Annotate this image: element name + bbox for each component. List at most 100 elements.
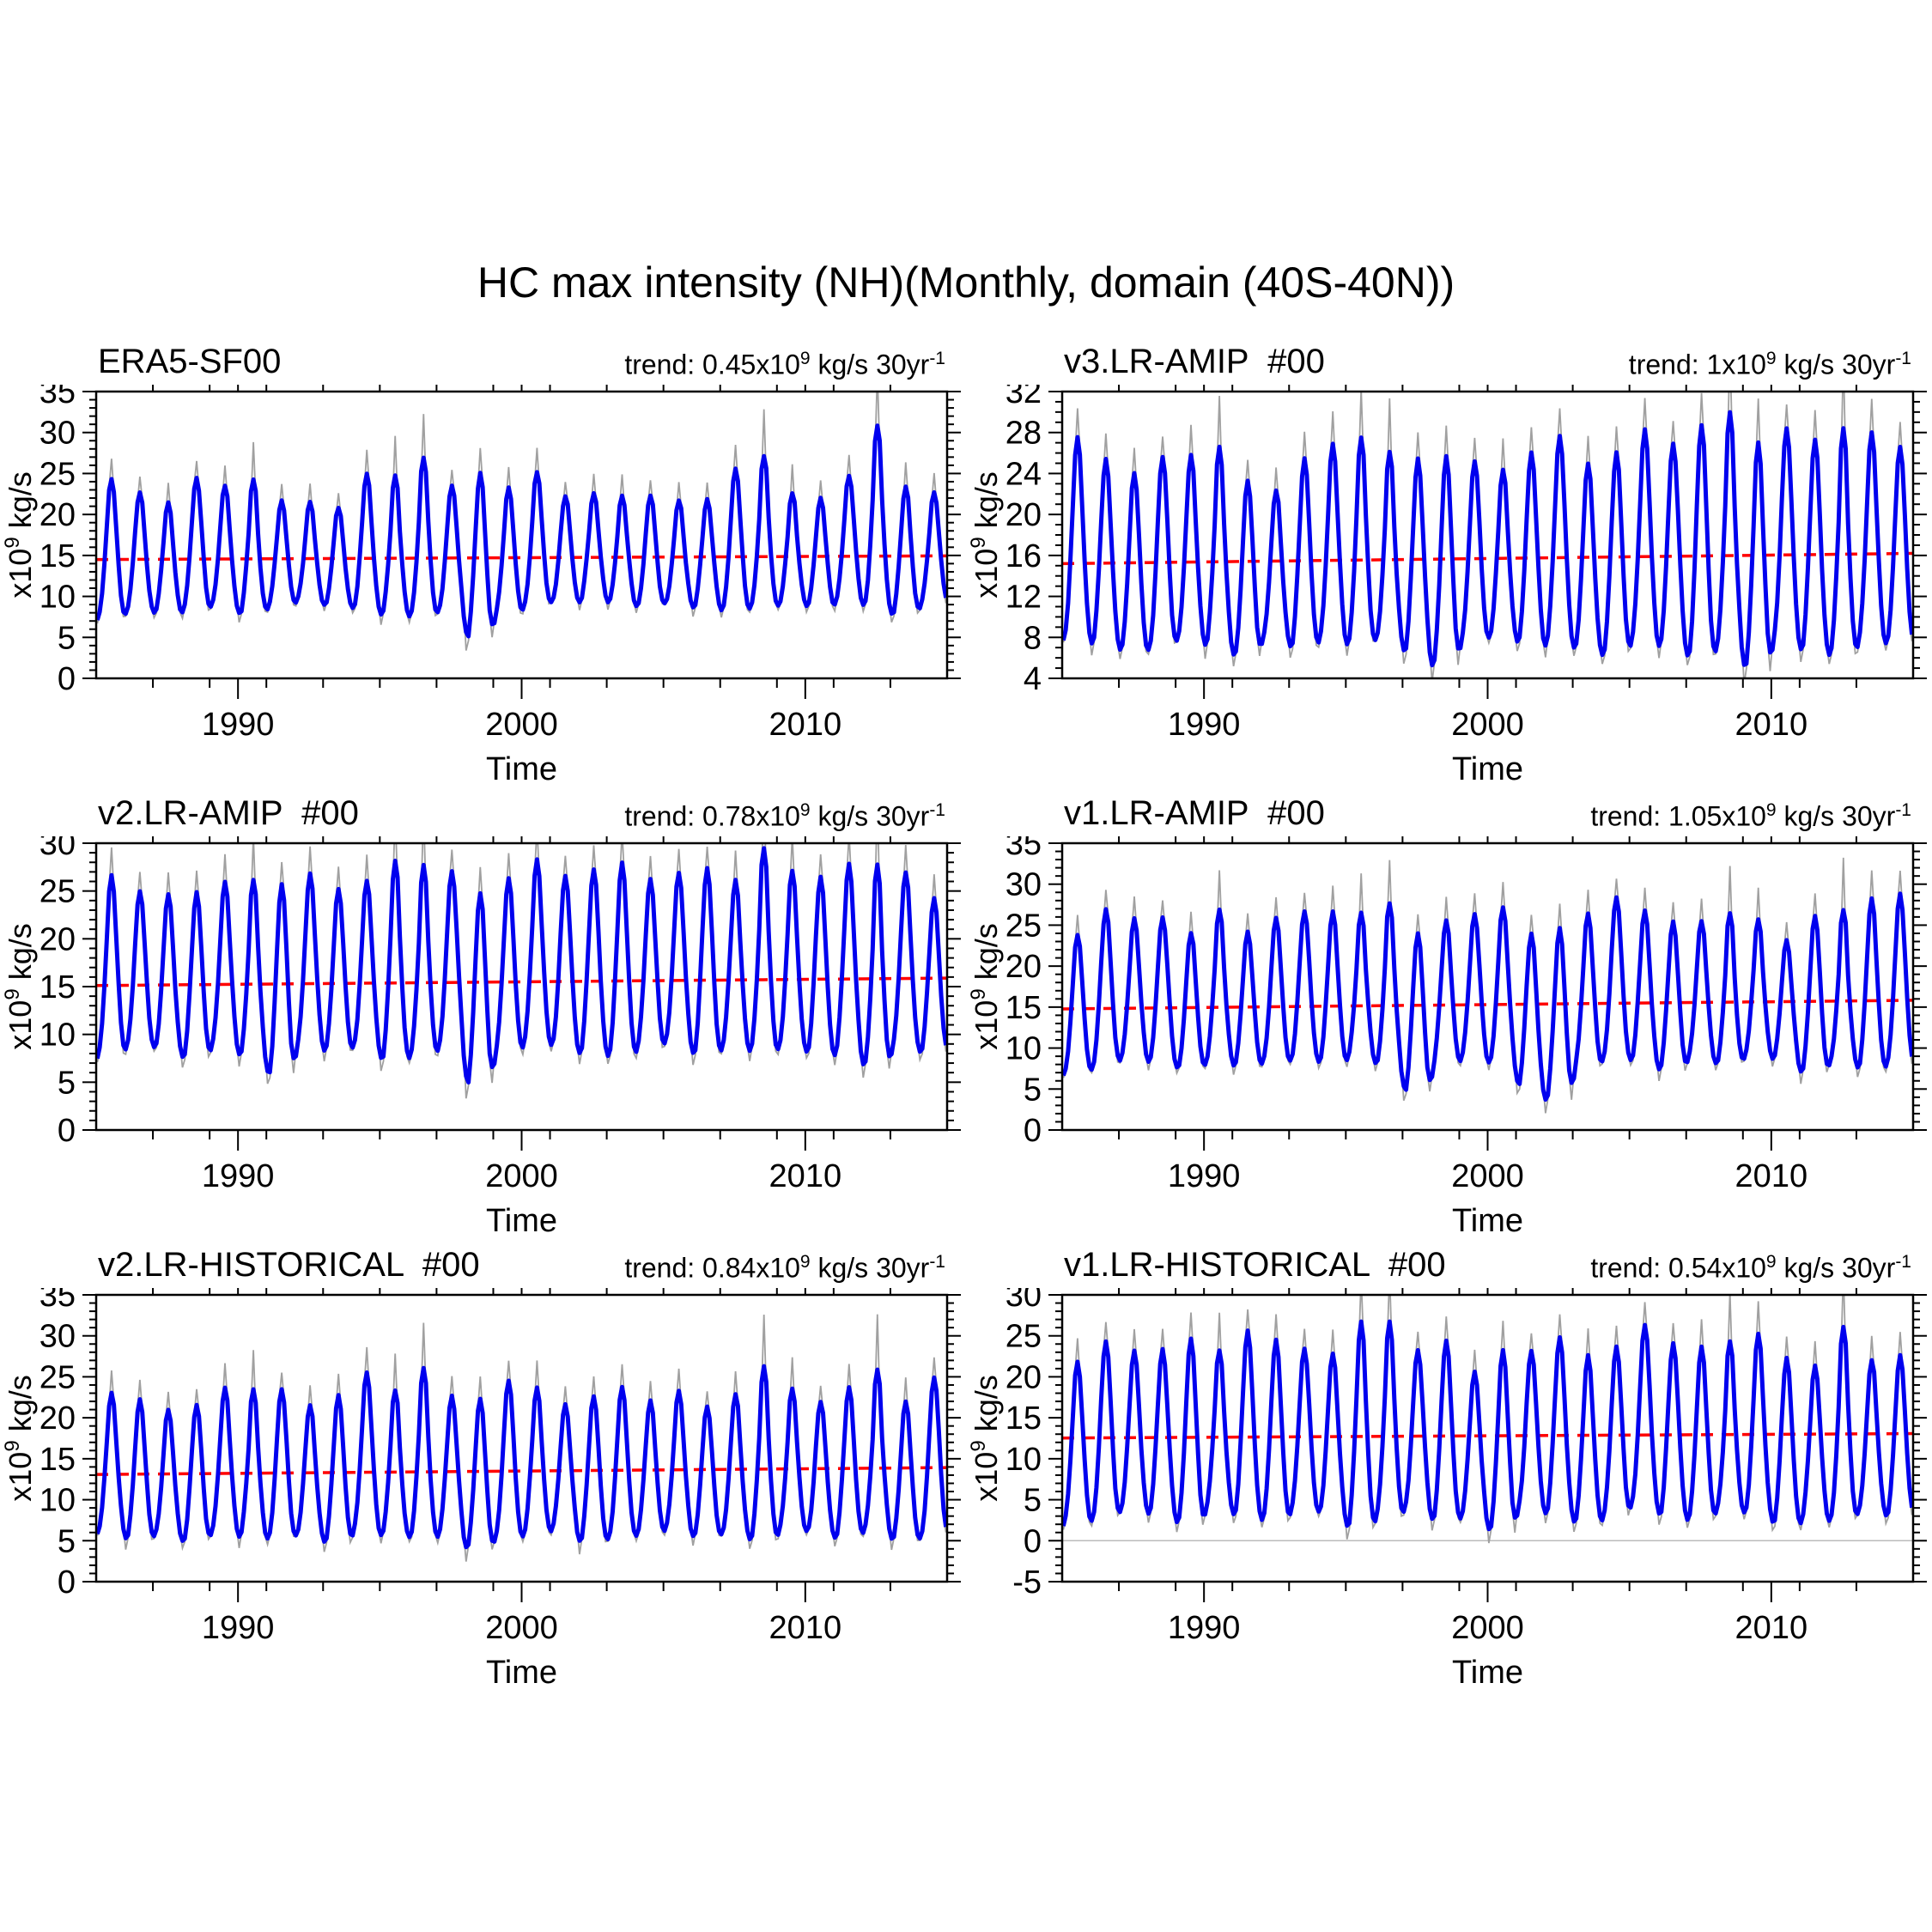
trend-line	[95, 976, 948, 987]
trend-exponent: -1	[1895, 800, 1911, 821]
svg-text:10: 10	[39, 580, 76, 616]
x-axis-label: Time	[486, 1203, 557, 1239]
svg-text:20: 20	[1005, 949, 1042, 985]
svg-text:15: 15	[1005, 990, 1042, 1026]
smoothed-series	[1062, 1319, 1913, 1532]
y-axis-label: x109 kg/s	[1, 471, 38, 598]
trend-exponent: 9	[1765, 800, 1777, 821]
x-tick-labels: 1990 2000 2010	[202, 1158, 841, 1194]
svg-text:1990: 1990	[1168, 707, 1241, 743]
trend-exponent: 9	[799, 1252, 811, 1273]
svg-text:2010: 2010	[1735, 707, 1808, 743]
svg-text:15: 15	[39, 969, 76, 1005]
svg-text:0: 0	[1024, 1523, 1042, 1559]
trend-exponent: 9	[799, 800, 811, 821]
panel-title: v2.LR-AMIP #00	[98, 794, 359, 832]
y-ticks	[82, 391, 961, 679]
y-axis-label: x109 kg/s	[967, 1375, 1004, 1501]
svg-text:25: 25	[1005, 908, 1042, 944]
y-axis-label: x109 kg/s	[1, 923, 38, 1049]
trend-text: kg/s 30yr	[810, 1253, 930, 1284]
trend-text: kg/s 30yr	[810, 801, 930, 832]
svg-text:35: 35	[39, 1288, 76, 1314]
plot-era5-sf00: 0 5 10 15 20 25 30 35 1990 2000 2010 x109 kg/s Time	[1, 385, 961, 787]
x-ticks	[1118, 385, 1857, 699]
y-ticks	[1048, 391, 1927, 679]
trend-exponent: -1	[1895, 349, 1911, 369]
panel-title: v1.LR-AMIP #00	[1064, 794, 1325, 832]
x-axis-label: Time	[1452, 1203, 1523, 1239]
svg-text:2000: 2000	[1451, 1158, 1524, 1194]
svg-text:1990: 1990	[202, 1610, 275, 1646]
svg-text:0: 0	[1024, 1113, 1042, 1149]
trend-text: kg/s 30yr	[1776, 1253, 1896, 1284]
svg-text:1990: 1990	[202, 707, 275, 743]
y-ticks	[82, 842, 961, 1131]
panel-trend-label: trend: 0.45x109 kg/s 30yr-1	[624, 349, 945, 381]
y-axis-label: x109 kg/s	[1, 1375, 38, 1501]
svg-text:25: 25	[1005, 1319, 1042, 1355]
trend-line	[1061, 551, 1914, 566]
svg-text:2010: 2010	[769, 1158, 842, 1194]
trend-text: trend: 0.84x10	[624, 1253, 800, 1284]
plot-frame	[94, 390, 949, 680]
svg-text:0: 0	[58, 1564, 76, 1601]
svg-text:2000: 2000	[485, 1610, 558, 1646]
svg-text:2000: 2000	[485, 1158, 558, 1194]
svg-text:2010: 2010	[769, 1610, 842, 1646]
panel-title: v1.LR-HISTORICAL #00	[1064, 1246, 1446, 1284]
raw-series	[96, 843, 947, 1099]
trend-exponent: 9	[799, 349, 811, 369]
trend-exponent: -1	[929, 800, 945, 821]
svg-text:30: 30	[1005, 1288, 1042, 1314]
trend-exponent: 9	[1765, 1252, 1777, 1273]
svg-text:30: 30	[1005, 867, 1042, 903]
svg-text:0: 0	[58, 661, 76, 697]
y-tick-labels: 0 5 10 15 20 25 30 35	[1005, 836, 1042, 1149]
smoothed-series	[1062, 410, 1913, 668]
panel-cell-v1-lr-historical: v1.LR-HISTORICAL #00 trend: 0.54x109 kg/…	[966, 1240, 1932, 1692]
svg-text:0: 0	[58, 1113, 76, 1149]
trend-line	[95, 1466, 948, 1476]
x-tick-labels: 1990 2000 2010	[1168, 707, 1807, 743]
svg-text:20: 20	[1005, 497, 1042, 533]
raw-series	[1062, 857, 1913, 1114]
plot-v1-lr-amip: 0 5 10 15 20 25 30 35 1990 2000 2010 x109 kg/s Time	[967, 836, 1927, 1239]
svg-text:2010: 2010	[769, 707, 842, 743]
svg-text:10: 10	[39, 1483, 76, 1519]
x-ticks	[152, 385, 891, 699]
svg-text:25: 25	[39, 874, 76, 910]
svg-text:30: 30	[39, 416, 76, 452]
trend-text: trend: 1x10	[1628, 349, 1766, 380]
svg-text:2010: 2010	[1735, 1610, 1808, 1646]
svg-text:20: 20	[39, 1400, 76, 1437]
svg-text:12: 12	[1005, 580, 1042, 616]
trend-line	[1061, 999, 1914, 1011]
svg-text:28: 28	[1005, 416, 1042, 452]
x-ticks	[1118, 836, 1857, 1151]
panel-cell-era5-sf00: ERA5-SF00 trend: 0.45x109 kg/s 30yr-1 0 5…	[0, 337, 966, 788]
svg-text:5: 5	[58, 1065, 76, 1101]
y-tick-labels: 4 8 12 16 20 24 28 32	[1005, 385, 1042, 697]
y-tick-labels: 0 5 10 15 20 25 30 35	[39, 385, 76, 697]
trend-text: kg/s 30yr	[810, 349, 930, 380]
svg-text:8: 8	[1024, 620, 1042, 656]
x-tick-labels: 1990 2000 2010	[1168, 1610, 1807, 1646]
svg-text:1990: 1990	[1168, 1610, 1241, 1646]
svg-text:1990: 1990	[202, 1158, 275, 1194]
plot-frame	[1060, 841, 1915, 1132]
svg-text:15: 15	[1005, 1400, 1042, 1437]
svg-text:5: 5	[58, 620, 76, 656]
trend-text: trend: 1.05x10	[1590, 801, 1766, 832]
smoothed-series	[96, 423, 947, 639]
svg-text:20: 20	[39, 497, 76, 533]
svg-text:2000: 2000	[1451, 1610, 1524, 1646]
plot-v3-lr-amip: 4 8 12 16 20 24 28 32 1990 2000 2010 x109 kg/s Time	[967, 385, 1927, 787]
trend-line	[1061, 1431, 1914, 1440]
svg-text:1990: 1990	[1168, 1158, 1241, 1194]
trend-line	[95, 554, 948, 562]
panel-title: v2.LR-HISTORICAL #00	[98, 1246, 480, 1284]
panel-header: v1.LR-AMIP #00 trend: 1.05x109 kg/s 30yr…	[966, 788, 1932, 836]
svg-text:32: 32	[1005, 385, 1042, 410]
